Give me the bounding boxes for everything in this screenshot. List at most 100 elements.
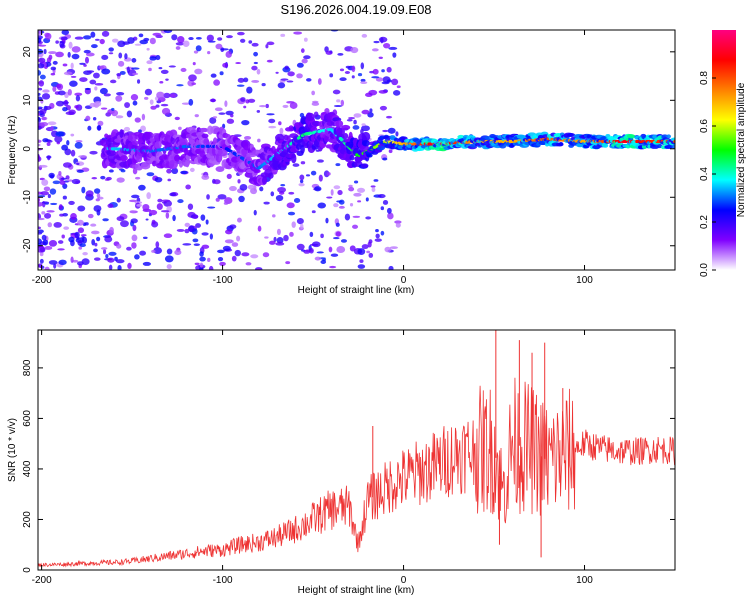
spectrogram-noise-blob: [57, 90, 66, 96]
spectrogram-noise-blob: [68, 200, 75, 205]
spectrogram-noise-blob: [291, 221, 296, 228]
spectrogram-noise-blob: [258, 105, 267, 108]
spectrogram-noise-blob: [138, 33, 144, 38]
spectrogram-noise-blob: [277, 186, 286, 193]
spectrogram-noise-blob: [229, 186, 237, 192]
spectrogram-noise-blob: [235, 62, 242, 65]
spectrogram-noise-blob: [275, 242, 285, 246]
colorbar-tick-label: 0.4: [699, 167, 710, 181]
spectrogram-noise-blob: [368, 89, 378, 96]
spectrogram-noise-blob: [386, 115, 393, 119]
spectrogram-noise-blob: [58, 170, 62, 176]
spectrogram-noise-blob: [175, 42, 185, 46]
spectrogram-noise-blob: [40, 191, 49, 196]
spectrogram-noise-blob: [69, 80, 78, 87]
spectrogram-noise-blob: [336, 99, 341, 103]
spectrogram-noise-blob: [388, 265, 394, 270]
spectrogram-noise-blob: [273, 236, 277, 242]
spectrogram-noise-blob: [174, 116, 180, 121]
spectrogram-noise-blob: [79, 243, 86, 248]
spectrogram-noise-blob: [81, 186, 86, 194]
spectrogram-noise-blob: [187, 203, 194, 210]
spectrogram-noise-blob: [192, 61, 196, 66]
spectrogram-noise-blob: [78, 155, 87, 158]
spectrogram-noise-blob: [387, 212, 394, 220]
spectrogram-noise-blob: [38, 92, 41, 97]
spectrogram-noise-blob: [395, 131, 399, 137]
spectrogram-noise-blob: [39, 252, 44, 257]
spectrogram-noise-blob: [176, 228, 185, 232]
spectrogram-x-label: Height of straight line (km): [298, 285, 415, 296]
spectrogram-noise-blob: [55, 100, 65, 107]
spectrogram-noise-blob: [230, 114, 234, 118]
spectrogram-noise-blob: [93, 205, 102, 212]
spectrogram-noise-blob: [199, 262, 204, 268]
spectrogram-noise-blob: [50, 72, 56, 76]
spectrogram-noise-blob: [201, 232, 209, 236]
spectrogram-noise-blob: [144, 88, 153, 96]
spectrogram-noise-blob: [169, 93, 177, 98]
spectrogram-noise-blob: [61, 144, 69, 151]
spectrogram-noise-blob: [166, 264, 172, 270]
spectrogram-noise-blob: [212, 116, 218, 119]
spectrogram-noise-blob: [266, 59, 273, 63]
spectrogram-noise-blob: [264, 236, 269, 239]
spectrogram-noise-blob: [102, 218, 109, 222]
spectrogram-noise-blob: [54, 135, 63, 143]
spectrogram-noise-blob: [380, 206, 385, 211]
spectrogram-noise-blob: [357, 248, 366, 256]
snr-spikes: [372, 330, 564, 558]
spectrogram-noise-blob: [136, 203, 143, 207]
snr-plot-area: [38, 330, 675, 570]
spectrogram-noise-blob: [214, 107, 223, 112]
spectrogram-noise-blob: [269, 240, 276, 245]
spectrogram-noise-blob: [91, 44, 98, 49]
spectrogram-noise-blob: [47, 193, 51, 199]
spectrogram-noise-blob: [126, 110, 133, 118]
spectrogram-noise-blob: [194, 114, 199, 118]
spectrogram-noise-blob: [207, 40, 216, 43]
spectrogram-noise-blob: [223, 201, 229, 205]
spectrogram-noise-blob: [361, 244, 369, 250]
spectrogram-noise-blob: [89, 79, 97, 85]
spectrogram-noise-blob: [239, 38, 246, 43]
spectrogram-noise-blob: [207, 257, 211, 263]
spectrogram-noise-blob: [44, 246, 53, 250]
spectrogram-noise-blob: [77, 205, 86, 212]
spectrogram-noise-blob: [129, 210, 135, 214]
spectrogram-noise-blob: [371, 187, 376, 193]
spectrogram-ridge-halo: [144, 131, 154, 140]
spectrogram-noise-blob: [38, 37, 42, 43]
spectrogram-noise-blob: [247, 98, 256, 103]
spectrogram-noise-blob: [134, 117, 141, 123]
spectrogram-noise-blob: [44, 212, 52, 219]
spectrogram-noise-blob: [61, 30, 70, 35]
spectrogram-noise-blob: [47, 222, 53, 228]
spectrogram-noise-blob: [392, 52, 397, 58]
spectrogram-noise-blob: [130, 218, 138, 224]
spectrogram-noise-blob: [325, 50, 333, 55]
spectrogram-noise-blob: [89, 150, 98, 155]
spectrogram-noise-blob: [85, 190, 94, 197]
spectrogram-ridge-halo: [335, 120, 344, 128]
spectrogram-noise-blob: [178, 126, 182, 131]
spectrogram-noise-blob: [382, 200, 389, 205]
spectrogram-noise-blob: [328, 246, 333, 253]
spectrogram-noise-blob: [130, 194, 140, 199]
spectrogram-noise-blob: [93, 188, 101, 194]
spectrogram-noise-blob: [101, 68, 111, 75]
spectrogram-ridge-halo: [185, 159, 190, 168]
spectrogram-ridge-halo: [179, 137, 188, 146]
spectrogram-noise-blob: [251, 42, 259, 47]
colorbar-tick-label: 0.0: [699, 263, 710, 277]
spectrogram-ridge-halo: [300, 144, 305, 154]
spectrogram-noise-blob: [237, 77, 245, 83]
spectrogram-noise-blob: [62, 162, 72, 168]
spectrogram-noise-blob: [261, 82, 266, 87]
spectrogram-noise-blob: [74, 36, 84, 40]
spectrogram-noise-blob: [52, 60, 58, 65]
spectrogram-noise-blob: [38, 164, 48, 168]
spectrogram-noise-blob: [335, 231, 341, 237]
spectrogram-noise-blob: [85, 52, 95, 57]
spectrogram-noise-blob: [66, 140, 70, 146]
